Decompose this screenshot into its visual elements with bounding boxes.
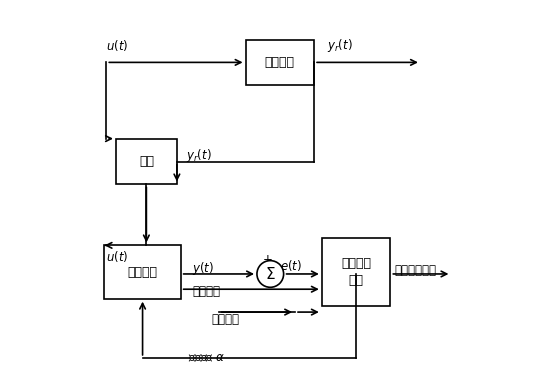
FancyBboxPatch shape (246, 40, 314, 85)
Text: 先验知识: 先验知识 (211, 313, 239, 326)
Text: $e(t)$: $e(t)$ (280, 258, 302, 273)
Text: $u(t)$: $u(t)$ (107, 38, 129, 53)
Text: 系统模型: 系统模型 (128, 266, 157, 278)
Text: 实际系统: 实际系统 (265, 56, 295, 69)
Text: 最小二乘
估计: 最小二乘 估计 (341, 257, 371, 287)
Text: 参数估计结果: 参数估计结果 (394, 264, 436, 276)
Circle shape (257, 261, 284, 287)
Text: -: - (259, 268, 264, 280)
Text: $\Sigma$: $\Sigma$ (265, 266, 275, 282)
Text: 稳态约束: 稳态约束 (192, 285, 220, 298)
FancyBboxPatch shape (104, 245, 181, 299)
FancyBboxPatch shape (322, 238, 390, 306)
Text: 修正参数 $\alpha$: 修正参数 $\alpha$ (188, 351, 225, 364)
Text: 采样: 采样 (139, 155, 154, 168)
FancyBboxPatch shape (116, 139, 177, 184)
Text: $y(t)$: $y(t)$ (192, 260, 214, 277)
Text: +: + (263, 253, 273, 266)
Text: $y_r(t)$: $y_r(t)$ (327, 37, 353, 54)
Text: $u(t)$: $u(t)$ (107, 249, 129, 264)
Text: $y_r(t)$: $y_r(t)$ (187, 147, 212, 164)
